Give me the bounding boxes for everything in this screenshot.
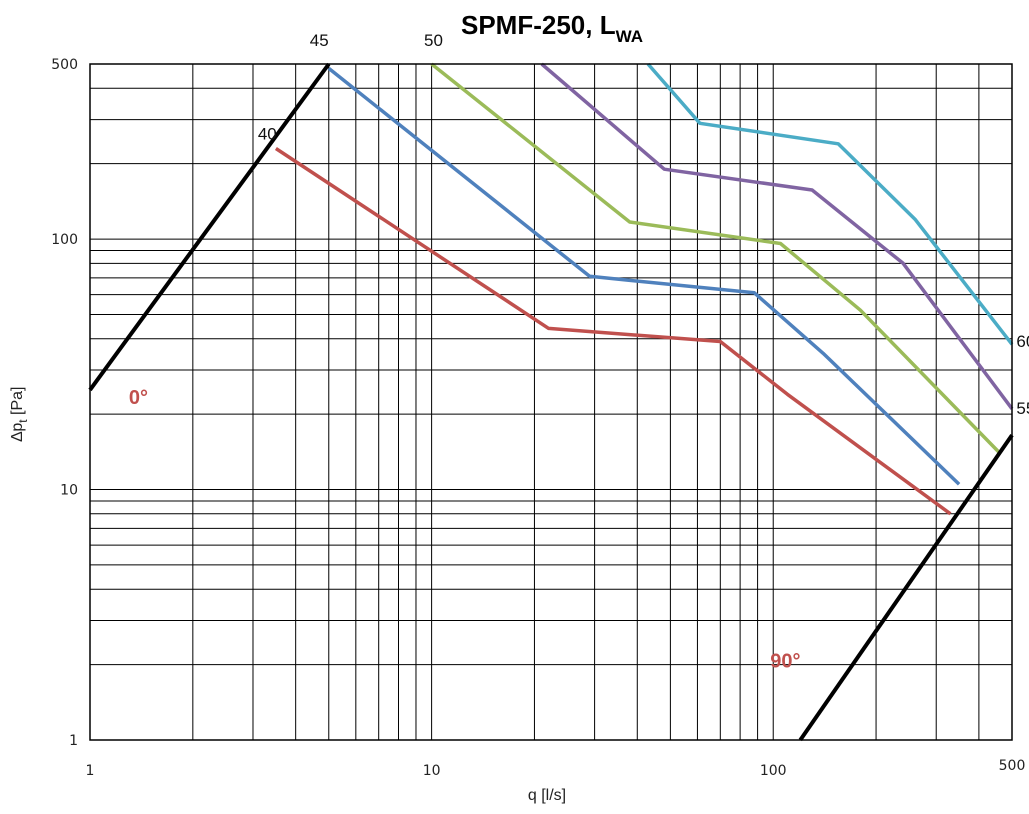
series-line-55 <box>540 62 1014 410</box>
curve-label: 45 <box>310 31 329 50</box>
curve-label: 60 <box>1016 332 1029 351</box>
plot-frame <box>89 63 1013 741</box>
x-tick-label: 100 <box>760 763 787 779</box>
chart-title: SPMF-250, LWA <box>461 10 643 46</box>
series-line-0 <box>88 62 331 392</box>
curve-label: 55 <box>1016 399 1029 418</box>
y-axis-label-suffix: [Pa] <box>9 387 26 420</box>
y-axis-label: ∆pt [Pa] <box>9 387 30 442</box>
series-line-40 <box>274 147 952 516</box>
x-tick-label: 10 <box>423 763 441 779</box>
series-lines <box>88 62 1014 742</box>
y-tick-label: 500 <box>51 57 78 73</box>
tick-labels: 1 10 100 500 1 10 100 500 <box>51 57 1025 779</box>
series-line-45 <box>327 67 961 486</box>
angle-label: 90° <box>770 650 800 672</box>
y-tick-label: 100 <box>51 232 78 248</box>
annotations: 40 45 50 55 60 0° 90° <box>129 31 1029 672</box>
y-tick-label: 10 <box>60 483 78 499</box>
series-line-50 <box>430 62 1001 455</box>
chart-title-main: SPMF-250, L <box>461 10 616 40</box>
y-axis-label-prefix: ∆p <box>9 423 26 442</box>
grid <box>90 64 1012 740</box>
curve-label: 40 <box>258 124 277 143</box>
chart-title-subscript: WA <box>616 27 643 46</box>
curve-label: 50 <box>424 31 443 50</box>
y-tick-label: 1 <box>69 733 78 749</box>
x-tick-label: 1 <box>86 763 95 779</box>
series-line-90 <box>798 433 1014 742</box>
x-axis-label: q [l/s] <box>528 787 566 804</box>
y-axis-label-subscript: t <box>16 419 30 423</box>
x-tick-label: 500 <box>999 758 1026 774</box>
angle-label: 0° <box>129 387 148 409</box>
series-line-60 <box>646 62 1014 346</box>
